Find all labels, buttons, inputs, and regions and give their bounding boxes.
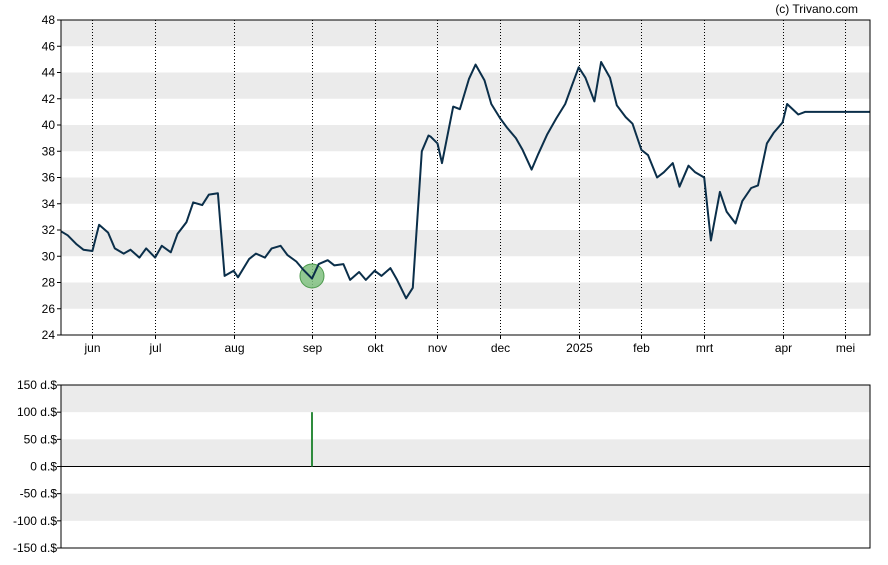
volume-y-tick-label: 0 d.$ [30, 460, 57, 474]
price-x-tick-label: feb [633, 341, 650, 355]
price-band [61, 230, 870, 257]
price-band [61, 177, 870, 204]
price-band [61, 20, 870, 47]
price-y-tick-label: 28 [42, 276, 56, 290]
volume-panel: -150 d.$ -100 d.$ -50 d.$ 0 d.$ 50 d.$ 100 d.… [13, 378, 871, 555]
volume-grid-bands [61, 385, 870, 521]
price-frame [60, 19, 871, 336]
volume-bars [310, 412, 313, 467]
credit-label: (c) Trivano.com [775, 2, 858, 16]
volume-y-axis: -150 d.$ -100 d.$ -50 d.$ 0 d.$ 50 d.$ 100 d.… [13, 378, 870, 555]
price-y-tick-label: 24 [42, 328, 56, 342]
price-x-tick-label: jul [148, 341, 161, 355]
price-y-tick-label: 40 [42, 118, 56, 132]
price-x-tick-label: apr [775, 341, 792, 355]
price-x-tick-label: okt [367, 341, 384, 355]
price-x-tick-label: mrt [696, 341, 714, 355]
price-x-tick-label: dec [491, 341, 510, 355]
price-y-tick-label: 30 [42, 249, 56, 263]
price-y-tick-label: 42 [42, 92, 56, 106]
volume-y-tick-label: -50 d.$ [20, 487, 58, 501]
price-y-tick-label: 36 [42, 171, 56, 185]
price-x-tick-label: jun [83, 341, 100, 355]
price-markers [299, 263, 325, 289]
price-x-tick-label: nov [428, 341, 447, 355]
price-band [61, 282, 870, 309]
volume-band [61, 385, 870, 413]
price-panel: 24 26 28 30 32 34 36 38 40 42 44 46 48 jun jul aug sep o… [42, 13, 871, 355]
volume-y-tick-label: 50 d.$ [24, 432, 58, 446]
price-y-tick-label: 34 [42, 197, 56, 211]
price-x-tick-label: aug [224, 341, 244, 355]
volume-y-tick-label: -150 d.$ [13, 541, 57, 555]
volume-frame [60, 384, 871, 549]
volume-y-tick-label: 150 d.$ [17, 378, 57, 392]
price-grid-bands [61, 20, 870, 309]
price-band [61, 72, 870, 99]
volume-band [61, 493, 870, 521]
price-y-tick-label: 46 [42, 39, 56, 53]
price-x-axis: jun jul aug sep okt nov dec 2025 feb mrt apr mei [83, 335, 855, 355]
price-y-axis: 24 26 28 30 32 34 36 38 40 42 44 46 48 [42, 13, 61, 342]
price-series [60, 61, 870, 300]
price-y-tick-label: 38 [42, 144, 56, 158]
price-y-tick-label: 32 [42, 223, 56, 237]
price-y-tick-label: 48 [42, 13, 56, 27]
event-marker [299, 263, 325, 289]
price-x-tick-label: sep [303, 341, 323, 355]
volume-bar [310, 412, 313, 467]
volume-y-tick-label: -100 d.$ [13, 514, 57, 528]
volume-y-tick-label: 100 d.$ [17, 405, 57, 419]
price-band [61, 125, 870, 152]
price-line [60, 61, 870, 300]
price-x-tick-label: mei [836, 341, 855, 355]
price-y-tick-label: 44 [42, 66, 56, 80]
price-x-tick-label: 2025 [566, 341, 593, 355]
price-y-tick-label: 26 [42, 302, 56, 316]
volume-band [61, 439, 870, 467]
